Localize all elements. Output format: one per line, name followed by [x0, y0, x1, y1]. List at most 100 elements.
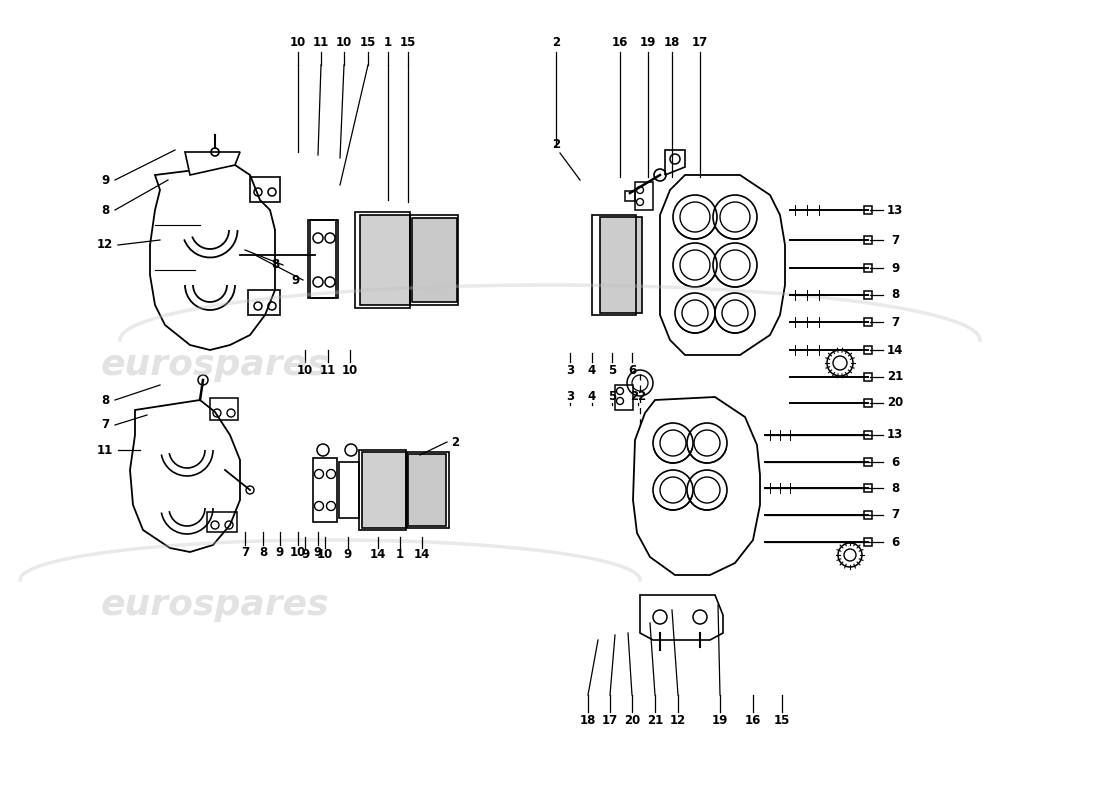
Bar [864, 538, 872, 546]
Text: 14: 14 [887, 343, 903, 357]
Text: 13: 13 [887, 203, 903, 217]
Bar [360, 215, 410, 305]
Text: 21: 21 [887, 370, 903, 383]
Text: 8: 8 [101, 203, 109, 217]
Text: 1: 1 [384, 37, 392, 50]
Text: 16: 16 [612, 37, 628, 50]
Bar [408, 454, 446, 526]
Text: 14: 14 [370, 549, 386, 562]
Text: 19: 19 [712, 714, 728, 726]
Text: 8: 8 [891, 482, 899, 494]
Bar [600, 217, 642, 313]
Text: 10: 10 [290, 37, 306, 50]
Text: 1: 1 [396, 549, 404, 562]
Bar [864, 373, 872, 381]
Bar [355, 212, 410, 308]
Polygon shape [130, 400, 240, 552]
Text: 3: 3 [565, 363, 574, 377]
Bar [339, 462, 359, 518]
Text: 15: 15 [773, 714, 790, 726]
Bar [412, 218, 456, 302]
Text: 7: 7 [891, 315, 899, 329]
Bar [248, 290, 280, 315]
Text: 10: 10 [317, 549, 333, 562]
Bar [210, 398, 238, 420]
Text: 8: 8 [891, 289, 899, 302]
Text: 9: 9 [276, 546, 284, 558]
Text: 20: 20 [624, 714, 640, 726]
Text: 2: 2 [552, 37, 560, 50]
Text: 4: 4 [587, 363, 596, 377]
Bar [362, 452, 406, 528]
Text: 11: 11 [312, 37, 329, 50]
Text: 7: 7 [891, 509, 899, 522]
Text: 15: 15 [360, 37, 376, 50]
Text: 9: 9 [891, 262, 899, 274]
Text: 17: 17 [692, 37, 708, 50]
Text: 20: 20 [887, 397, 903, 410]
Text: 8: 8 [271, 258, 279, 271]
Text: eurospares: eurospares [101, 588, 329, 622]
Text: 19: 19 [640, 37, 657, 50]
Bar [864, 484, 872, 492]
Bar [407, 452, 449, 528]
Text: 9: 9 [314, 546, 322, 558]
Bar [314, 458, 337, 522]
Polygon shape [150, 165, 275, 350]
Text: 4: 4 [587, 390, 596, 403]
Text: 12: 12 [97, 238, 113, 251]
Text: 2: 2 [451, 435, 459, 449]
Text: 9: 9 [301, 549, 309, 562]
Text: 10: 10 [342, 363, 359, 377]
Text: 10: 10 [336, 37, 352, 50]
Polygon shape [660, 175, 785, 355]
Bar [635, 182, 653, 210]
Text: 9: 9 [101, 174, 109, 186]
Text: 13: 13 [887, 429, 903, 442]
Text: 5: 5 [608, 363, 616, 377]
Bar [864, 431, 872, 439]
Text: 21: 21 [647, 714, 663, 726]
Bar [615, 385, 632, 410]
Text: 5: 5 [608, 390, 616, 403]
Bar [359, 450, 406, 530]
Text: 9: 9 [344, 549, 352, 562]
Bar [864, 291, 872, 299]
Text: 7: 7 [891, 234, 899, 246]
Text: 18: 18 [663, 37, 680, 50]
Text: 8: 8 [258, 546, 267, 558]
Bar [410, 215, 458, 305]
Text: 22: 22 [630, 390, 646, 403]
Bar [308, 220, 336, 298]
Text: eurospares: eurospares [101, 348, 329, 382]
Bar [592, 215, 636, 315]
Text: 11: 11 [320, 363, 337, 377]
Bar [864, 458, 872, 466]
Bar [864, 206, 872, 214]
Text: 14: 14 [414, 549, 430, 562]
Polygon shape [666, 150, 685, 175]
Text: 3: 3 [565, 390, 574, 403]
Bar [864, 318, 872, 326]
Text: 7: 7 [241, 546, 249, 558]
Text: 6: 6 [891, 455, 899, 469]
Polygon shape [632, 397, 760, 575]
Text: 10: 10 [297, 363, 313, 377]
Polygon shape [640, 595, 723, 640]
Bar [250, 177, 280, 202]
Bar [864, 264, 872, 272]
Text: 18: 18 [580, 714, 596, 726]
Text: 6: 6 [628, 363, 636, 377]
Text: 17: 17 [602, 714, 618, 726]
Text: 11: 11 [97, 443, 113, 457]
Text: 12: 12 [670, 714, 686, 726]
Bar [864, 236, 872, 244]
Bar [207, 512, 236, 532]
Bar [310, 220, 338, 298]
Text: 15: 15 [399, 37, 416, 50]
Text: 8: 8 [101, 394, 109, 406]
Text: 10: 10 [290, 546, 306, 558]
Text: 7: 7 [101, 418, 109, 431]
Text: 2: 2 [552, 138, 560, 151]
Bar [864, 346, 872, 354]
